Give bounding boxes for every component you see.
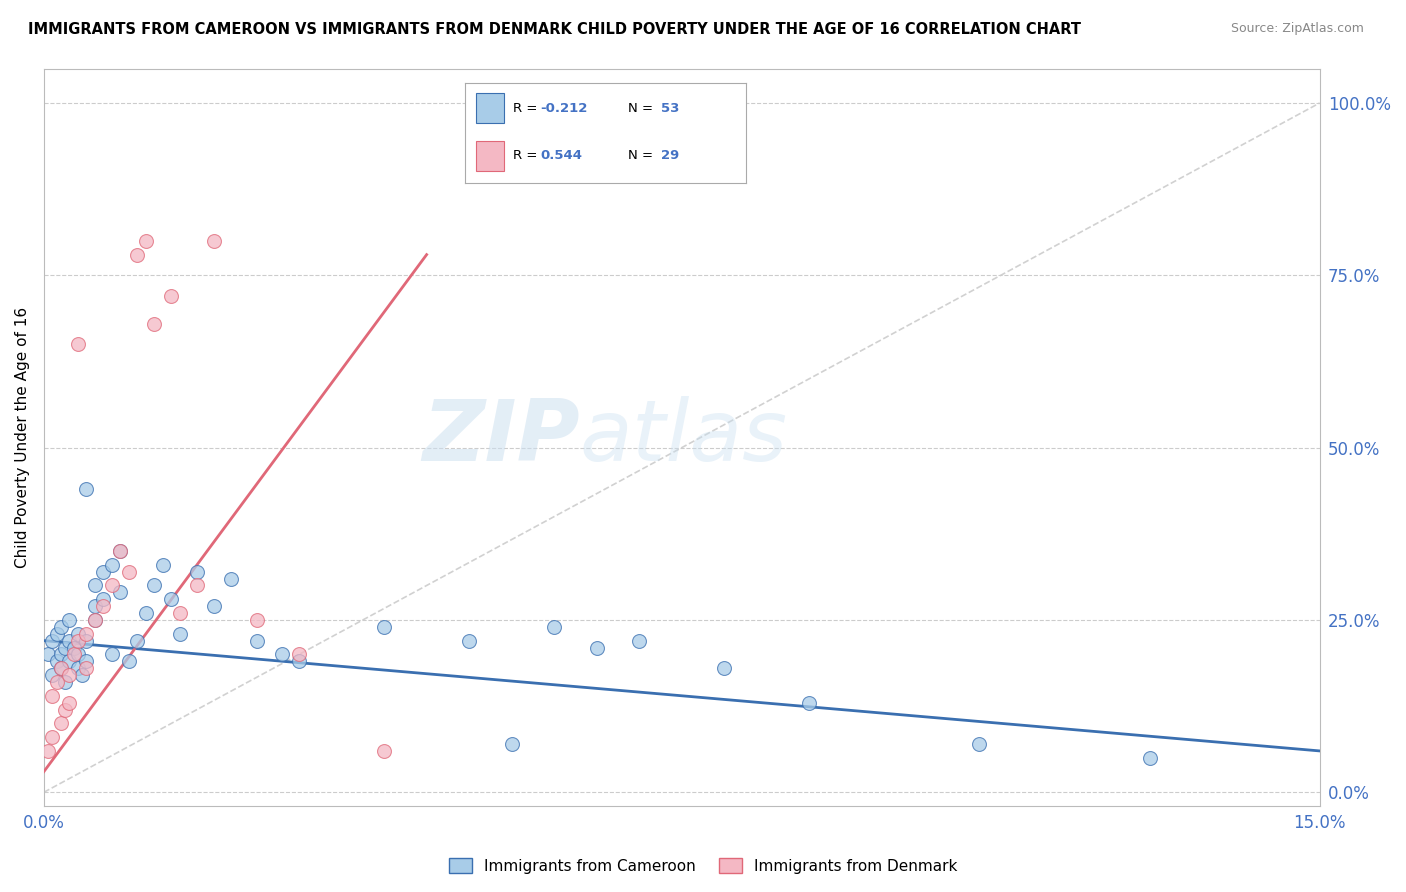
Point — [160, 289, 183, 303]
Point — [160, 592, 183, 607]
Point — [713, 661, 735, 675]
Point — [135, 234, 157, 248]
Point — [37, 744, 59, 758]
Point — [62, 640, 84, 655]
Point — [143, 317, 166, 331]
Point — [84, 613, 107, 627]
Point — [84, 599, 107, 614]
Point — [143, 578, 166, 592]
Point — [219, 572, 242, 586]
Point — [58, 696, 80, 710]
Point — [127, 247, 149, 261]
Point — [75, 661, 97, 675]
Point — [66, 633, 89, 648]
Point — [101, 648, 124, 662]
Point — [84, 578, 107, 592]
Point — [1139, 751, 1161, 765]
Point — [202, 234, 225, 248]
Point — [41, 633, 63, 648]
Point — [202, 599, 225, 614]
Point — [101, 558, 124, 572]
Text: Source: ZipAtlas.com: Source: ZipAtlas.com — [1230, 22, 1364, 36]
Point — [45, 626, 67, 640]
Point — [543, 620, 565, 634]
Point — [169, 626, 191, 640]
Point — [58, 668, 80, 682]
Y-axis label: Child Poverty Under the Age of 16: Child Poverty Under the Age of 16 — [15, 307, 30, 568]
Point — [969, 737, 991, 751]
Point — [62, 648, 84, 662]
Point — [70, 668, 93, 682]
Point — [245, 613, 267, 627]
Point — [58, 613, 80, 627]
Point — [84, 613, 107, 627]
Point — [186, 565, 208, 579]
Point — [49, 620, 72, 634]
Point — [49, 661, 72, 675]
Point — [93, 592, 115, 607]
Point — [75, 633, 97, 648]
Point — [799, 696, 821, 710]
Point — [110, 544, 132, 558]
Text: IMMIGRANTS FROM CAMEROON VS IMMIGRANTS FROM DENMARK CHILD POVERTY UNDER THE AGE : IMMIGRANTS FROM CAMEROON VS IMMIGRANTS F… — [28, 22, 1081, 37]
Point — [37, 648, 59, 662]
Point — [75, 654, 97, 668]
Point — [110, 585, 132, 599]
Point — [169, 606, 191, 620]
Point — [93, 565, 115, 579]
Point — [271, 648, 294, 662]
Point — [45, 675, 67, 690]
Point — [66, 337, 89, 351]
Point — [110, 544, 132, 558]
Point — [53, 640, 76, 655]
Point — [66, 648, 89, 662]
Point — [93, 599, 115, 614]
Point — [628, 633, 651, 648]
Point — [288, 648, 311, 662]
Point — [118, 654, 141, 668]
Point — [75, 482, 97, 496]
Text: ZIP: ZIP — [422, 396, 579, 479]
Point — [66, 661, 89, 675]
Point — [75, 626, 97, 640]
Point — [66, 626, 89, 640]
Point — [53, 702, 76, 716]
Text: atlas: atlas — [579, 396, 787, 479]
Point — [245, 633, 267, 648]
Point — [373, 744, 395, 758]
Point — [49, 648, 72, 662]
Point — [135, 606, 157, 620]
Point — [58, 654, 80, 668]
Point — [127, 633, 149, 648]
Point — [41, 668, 63, 682]
Point — [585, 640, 607, 655]
Point — [45, 654, 67, 668]
Point — [49, 716, 72, 731]
Point — [458, 633, 481, 648]
Point — [58, 633, 80, 648]
Point — [118, 565, 141, 579]
Legend: Immigrants from Cameroon, Immigrants from Denmark: Immigrants from Cameroon, Immigrants fro… — [443, 852, 963, 880]
Point — [501, 737, 523, 751]
Point — [373, 620, 395, 634]
Point — [288, 654, 311, 668]
Point — [41, 730, 63, 744]
Point — [53, 675, 76, 690]
Point — [41, 689, 63, 703]
Point — [101, 578, 124, 592]
Point — [49, 661, 72, 675]
Point — [186, 578, 208, 592]
Point — [152, 558, 174, 572]
